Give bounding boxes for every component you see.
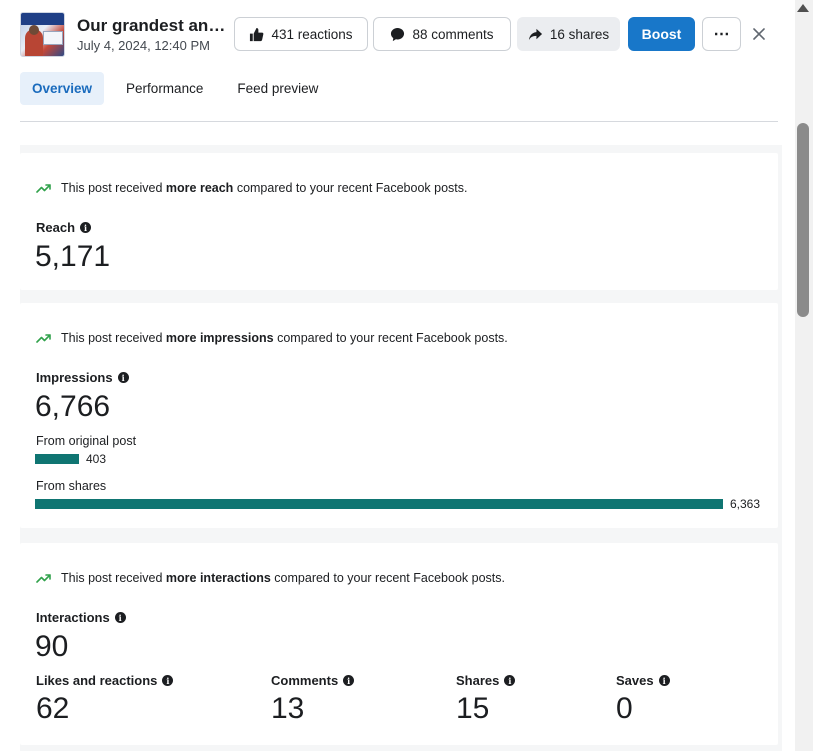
close-button[interactable] [749,24,769,44]
post-header: Our grandest anniversary celebration Jul… [0,0,795,70]
trend-up-icon [36,184,51,193]
post-thumbnail[interactable] [20,12,65,57]
interactions-label: Interactions i [36,610,126,625]
from-original-label: From original post [36,434,137,448]
reach-insight: This post received more reach compared t… [36,181,468,195]
shares-label: 16 shares [549,26,610,42]
post-date: July 4, 2024, 12:40 PM [77,38,210,53]
info-icon[interactable]: i [504,675,516,686]
trend-up-icon [36,334,51,343]
info-icon[interactable]: i [80,222,92,233]
insight-text: This post received more interactions com… [61,571,505,585]
comments-label: 88 comments [412,26,494,42]
insight-text: This post received more impressions comp… [61,331,508,345]
thumbnail-sign [43,31,63,45]
info-icon[interactable]: i [114,612,126,623]
thumbnail-person [25,29,43,56]
reach-label: Reach i [36,220,92,235]
info-icon[interactable]: i [117,372,129,383]
tab-performance[interactable]: Performance [126,81,204,96]
saves-metric-value: 0 [616,692,633,725]
speech-bubble-icon [391,27,405,41]
shares-bar [35,499,723,509]
more-options-button[interactable]: ⋯ [702,17,741,51]
likes-reactions-metric: Likes and reactions i 62 [36,673,174,725]
info-icon[interactable]: i [343,675,355,686]
tab-divider [20,121,778,122]
reach-card: This post received more reach compared t… [20,153,778,290]
from-shares-label: From shares [36,479,107,493]
shares-button[interactable]: 16 shares [517,17,620,51]
post-title: Our grandest anniversary celebration [77,16,227,35]
trend-up-icon [36,574,51,583]
comments-metric: Comments i 13 [271,673,355,725]
insight-text: This post received more reach compared t… [61,181,468,195]
tab-overview[interactable]: Overview [20,72,105,105]
thumbnail-banner [21,13,64,25]
original-post-bar [35,454,79,464]
scrollbar-track[interactable] [795,0,813,751]
thumbs-up-icon [250,27,264,41]
comments-button[interactable]: 88 comments [373,17,511,51]
impressions-insight: This post received more impressions comp… [36,331,508,345]
close-icon [753,28,765,40]
shares-metric-label: Shares i [456,673,516,688]
comments-metric-value: 13 [271,692,305,725]
shares-metric-value: 15 [456,692,490,725]
impressions-card: This post received more impressions comp… [20,303,778,528]
ellipsis-icon: ⋯ [713,26,730,43]
impressions-value: 6,766 [35,390,111,423]
thumbnail-head [29,25,39,35]
interactions-card: This post received more interactions com… [20,543,778,745]
comments-metric-label: Comments i [271,673,355,688]
info-icon[interactable]: i [658,675,670,686]
scroll-up-arrow-icon[interactable] [797,4,809,12]
info-icon[interactable]: i [162,675,174,686]
scrollbar-thumb[interactable] [797,123,809,317]
saves-metric: Saves i 0 [616,673,670,725]
post-title-block: Our grandest anniversary celebration Jul… [77,16,227,54]
share-arrow-icon [528,28,542,40]
original-post-value: 403 [86,452,107,466]
boost-button[interactable]: Boost [628,17,695,51]
interactions-insight: This post received more interactions com… [36,571,505,585]
tab-feed-preview[interactable]: Feed preview [237,81,319,96]
impressions-label: Impressions i [36,370,129,385]
likes-reactions-value: 62 [36,692,70,725]
interactions-value: 90 [35,630,69,663]
shares-metric: Shares i 15 [456,673,516,725]
reach-value: 5,171 [35,240,111,273]
reactions-button[interactable]: 431 reactions [234,17,368,51]
shares-value: 6,363 [730,497,761,511]
likes-reactions-label: Likes and reactions i [36,673,174,688]
tab-bar: Overview Performance Feed preview [20,72,340,106]
saves-metric-label: Saves i [616,673,670,688]
reactions-label: 431 reactions [271,26,353,42]
